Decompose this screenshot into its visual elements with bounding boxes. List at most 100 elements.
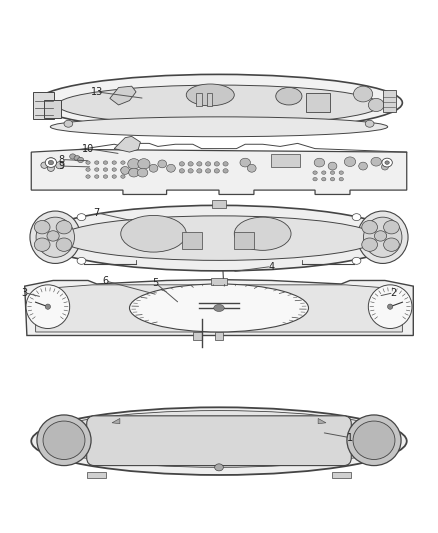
Ellipse shape: [240, 158, 251, 167]
Ellipse shape: [56, 221, 72, 234]
Ellipse shape: [214, 304, 224, 311]
Ellipse shape: [58, 85, 380, 125]
Ellipse shape: [362, 238, 378, 252]
Text: 10: 10: [82, 143, 94, 154]
Bar: [207, 93, 212, 106]
Ellipse shape: [121, 161, 125, 164]
Ellipse shape: [313, 171, 317, 174]
Ellipse shape: [368, 285, 412, 328]
Ellipse shape: [382, 158, 392, 167]
Polygon shape: [110, 86, 136, 105]
Ellipse shape: [86, 161, 90, 164]
Ellipse shape: [381, 164, 389, 170]
Ellipse shape: [121, 166, 130, 174]
Ellipse shape: [368, 99, 384, 111]
Ellipse shape: [384, 238, 399, 252]
Polygon shape: [25, 280, 413, 335]
Ellipse shape: [112, 168, 117, 171]
Ellipse shape: [36, 217, 74, 257]
Ellipse shape: [328, 162, 337, 170]
Ellipse shape: [179, 169, 184, 173]
Ellipse shape: [95, 161, 99, 164]
Ellipse shape: [50, 117, 388, 137]
Bar: [87, 472, 106, 478]
Ellipse shape: [314, 158, 325, 167]
Text: 9: 9: [59, 161, 65, 171]
Ellipse shape: [77, 257, 86, 264]
Text: 2: 2: [391, 288, 397, 298]
Ellipse shape: [197, 169, 202, 173]
Ellipse shape: [330, 171, 335, 174]
FancyBboxPatch shape: [87, 416, 351, 466]
Text: 13: 13: [91, 87, 103, 97]
Bar: [306, 93, 330, 111]
Bar: [332, 472, 351, 478]
Ellipse shape: [70, 154, 76, 159]
Bar: [272, 154, 300, 167]
Text: 5: 5: [152, 278, 159, 288]
Ellipse shape: [321, 171, 326, 174]
Ellipse shape: [276, 87, 302, 105]
Ellipse shape: [128, 159, 140, 169]
Ellipse shape: [60, 216, 378, 261]
Ellipse shape: [197, 161, 202, 166]
Ellipse shape: [78, 157, 84, 163]
Ellipse shape: [313, 177, 317, 181]
Ellipse shape: [214, 169, 219, 173]
Ellipse shape: [34, 238, 50, 252]
Ellipse shape: [30, 211, 81, 263]
Ellipse shape: [38, 205, 400, 271]
Ellipse shape: [374, 231, 387, 241]
Ellipse shape: [41, 162, 48, 168]
Bar: [212, 200, 226, 208]
Ellipse shape: [121, 168, 125, 171]
Bar: [182, 232, 201, 249]
Ellipse shape: [339, 177, 343, 181]
Ellipse shape: [364, 217, 402, 257]
Ellipse shape: [26, 285, 70, 328]
Ellipse shape: [112, 175, 117, 179]
Ellipse shape: [234, 217, 291, 251]
Ellipse shape: [56, 238, 72, 252]
Polygon shape: [31, 149, 407, 195]
Ellipse shape: [205, 169, 211, 173]
Ellipse shape: [247, 164, 256, 172]
Ellipse shape: [103, 175, 108, 179]
Ellipse shape: [353, 421, 395, 459]
Ellipse shape: [130, 284, 308, 332]
Ellipse shape: [56, 161, 64, 169]
Ellipse shape: [321, 177, 326, 181]
Ellipse shape: [352, 214, 361, 221]
Ellipse shape: [339, 171, 343, 174]
Ellipse shape: [95, 175, 99, 179]
Ellipse shape: [359, 162, 367, 170]
Ellipse shape: [357, 211, 408, 263]
Ellipse shape: [77, 214, 86, 221]
Ellipse shape: [344, 157, 356, 166]
Ellipse shape: [365, 120, 374, 127]
Ellipse shape: [347, 415, 401, 466]
Bar: [196, 93, 201, 106]
Text: 6: 6: [102, 276, 109, 286]
Ellipse shape: [112, 161, 117, 164]
Text: 4: 4: [268, 262, 275, 271]
Ellipse shape: [86, 168, 90, 171]
Ellipse shape: [179, 161, 184, 166]
Ellipse shape: [215, 464, 223, 471]
Ellipse shape: [47, 231, 59, 241]
Ellipse shape: [121, 175, 125, 179]
Ellipse shape: [214, 161, 219, 166]
Ellipse shape: [138, 168, 148, 177]
Ellipse shape: [37, 415, 91, 466]
Ellipse shape: [388, 304, 393, 309]
Text: 3: 3: [21, 288, 28, 298]
Ellipse shape: [86, 175, 90, 179]
Ellipse shape: [48, 160, 53, 165]
Bar: [211, 278, 227, 285]
Ellipse shape: [371, 157, 381, 166]
Ellipse shape: [353, 86, 373, 102]
Ellipse shape: [223, 169, 228, 173]
Ellipse shape: [38, 410, 400, 467]
Text: 7: 7: [94, 208, 100, 218]
Text: 1: 1: [347, 433, 353, 442]
